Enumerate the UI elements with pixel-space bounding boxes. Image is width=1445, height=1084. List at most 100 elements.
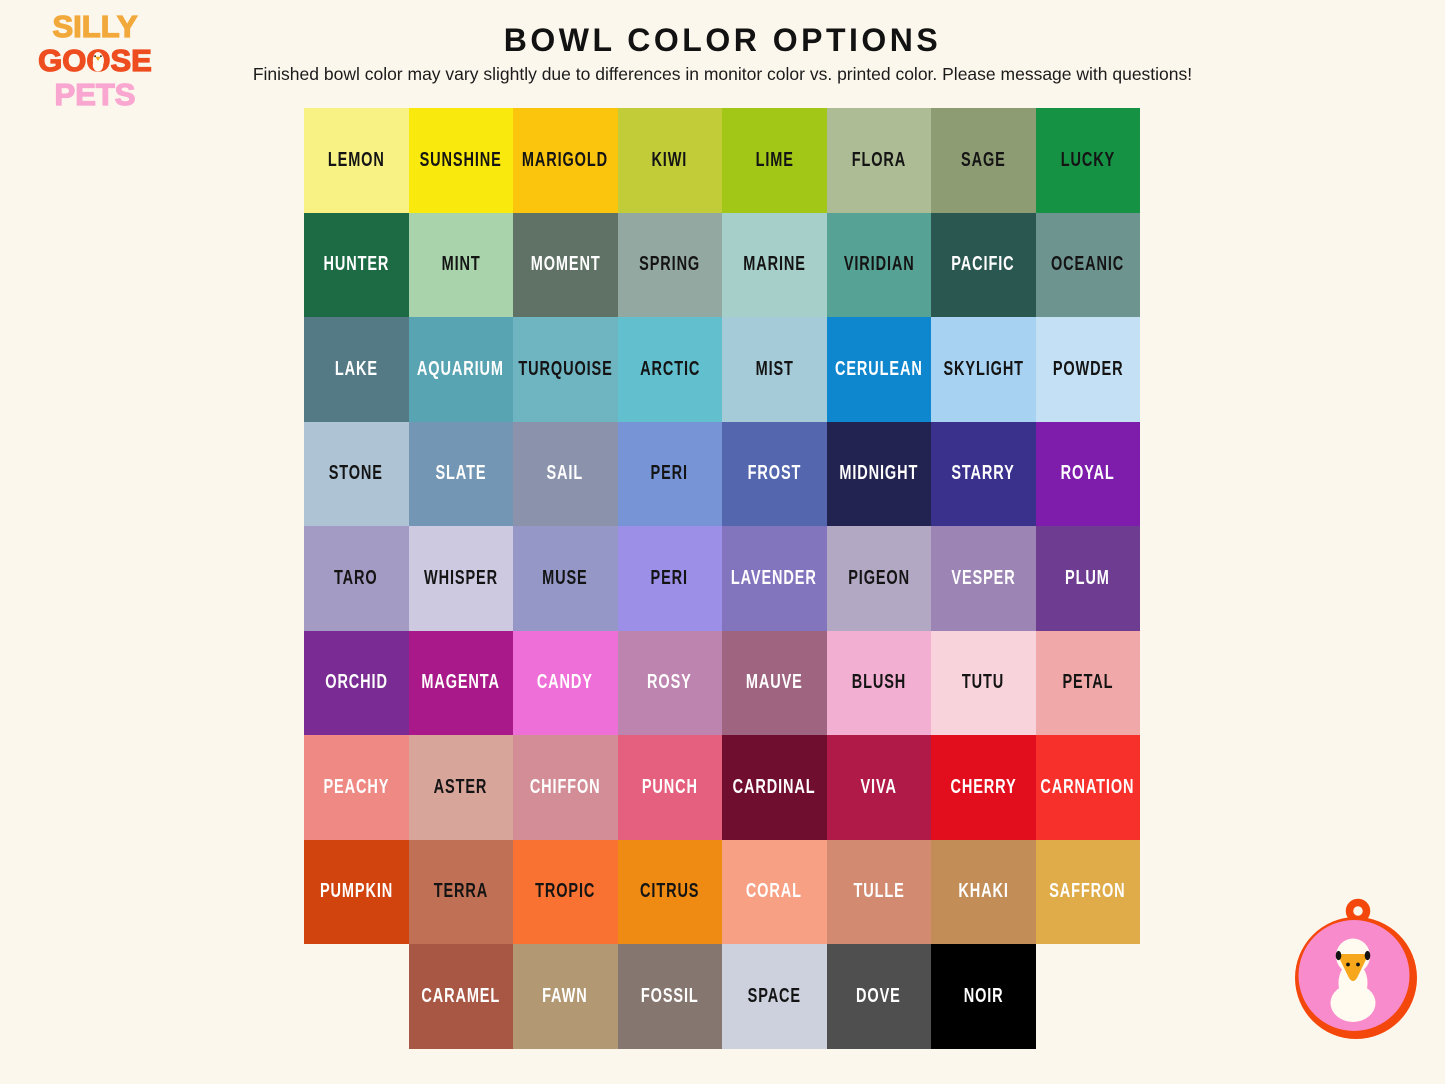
swatch-muse: MUSE [513,526,618,631]
swatch-label: CANDY [537,671,594,694]
swatch-label: TULLE [853,880,905,903]
goose-left-nostril [1346,962,1350,967]
swatch-label: SPRING [639,253,701,276]
swatch-citrus: CITRUS [617,839,722,944]
swatch-label: LUCKY [1060,148,1115,171]
swatch-label: MAGENTA [421,671,500,694]
page-subtitle: Finished bowl color may vary slightly du… [252,64,1193,84]
swatch-label: VESPER [951,566,1016,589]
swatch-caramel: CARAMEL [408,944,513,1049]
swatch-pumpkin: PUMPKIN [304,839,409,944]
goose-left-eye [1335,950,1342,961]
tag-ring-loop [1345,898,1371,924]
swatch-label: ARCTIC [639,357,700,380]
swatch-viva: VIVA [826,735,931,840]
swatch-peri: PERI [617,421,722,526]
swatch-label: STONE [329,462,384,485]
goose-in-o-icon [93,52,104,72]
brand-logo-goose-pre: GO [37,43,87,78]
swatch-fawn: FAWN [513,944,618,1049]
swatch-peri: PERI [617,526,722,631]
brand-logo-goose-o: O [86,43,111,78]
swatch-label: CARNATION [1040,775,1135,798]
swatch-label: TUTU [962,671,1005,694]
swatch-aster: ASTER [408,735,513,840]
swatch-label: SKYLIGHT [943,357,1024,380]
swatch-label: LAVENDER [731,566,818,589]
color-grid: LEMON SUNSHINE MARIGOLD KIWI LIME FLORA SAGE LU… [304,108,1140,1049]
swatch-label: CARAMEL [421,984,501,1007]
swatch-label: FLORA [851,148,906,171]
swatch-pacific: PACIFIC [931,212,1036,317]
swatch-mist: MIST [722,317,827,422]
swatch-label: PUNCH [641,775,698,798]
swatch-whisper: WHISPER [408,526,513,631]
swatch-label: LEMON [327,148,385,171]
swatch-label: PUMPKIN [319,880,393,903]
swatch-label: POWDER [1052,357,1124,380]
swatch-oceanic: OCEANIC [1035,212,1140,317]
swatch-turquoise: TURQUOISE [513,317,618,422]
swatch-khaki: KHAKI [931,839,1036,944]
swatch-label: MARIGOLD [522,148,609,171]
swatch-label: CHERRY [950,775,1017,798]
swatch-label: LIME [755,148,794,171]
swatch-mint: MINT [408,212,513,317]
swatch-lavender: LAVENDER [722,526,827,631]
swatch-royal: ROYAL [1035,421,1140,526]
swatch-moment: MOMENT [513,212,618,317]
swatch-marine: MARINE [722,212,827,317]
swatch-label: ROSY [647,671,693,694]
swatch-label: DOVE [856,984,902,1007]
swatch-label: MUSE [542,566,588,589]
swatch-label: TARO [334,566,379,589]
swatch-space: SPACE [722,944,827,1049]
swatch-label: PERI [651,462,689,485]
brand-logo-goose: GOOSE [28,43,162,78]
brand-logo-pets: PETS [54,77,136,112]
swatch-rosy: ROSY [617,630,722,735]
swatch-label: KIWI [651,148,688,171]
swatch-hunter: HUNTER [304,212,409,317]
swatch-label: MAUVE [745,671,803,694]
swatch-label: MOMENT [530,253,601,276]
swatch-label: PETAL [1062,671,1114,694]
swatch-candy: CANDY [513,630,618,735]
swatch-label: STARRY [951,462,1015,485]
page-title: BOWL COLOR OPTIONS [503,22,942,58]
swatch-carnation: CARNATION [1035,735,1140,840]
swatch-label: MINT [441,253,481,276]
swatch-chiffon: CHIFFON [513,735,618,840]
swatch-stone: STONE [304,421,409,526]
swatch-label: CITRUS [640,880,700,903]
swatch-midnight: MIDNIGHT [826,421,931,526]
swatch-label: PIGEON [847,566,910,589]
swatch-sage: SAGE [931,108,1036,213]
goose-tag-badge [1292,898,1422,1044]
swatch-terra: TERRA [408,839,513,944]
swatch-skylight: SKYLIGHT [931,317,1036,422]
swatch-label: PEACHY [323,775,390,798]
swatch-powder: POWDER [1035,317,1140,422]
swatch-tropic: TROPIC [513,839,618,944]
swatch-petal: PETAL [1035,630,1140,735]
swatch-label: HUNTER [323,253,390,276]
swatch-label: MIST [755,357,794,380]
swatch-sail: SAIL [513,421,618,526]
swatch-label: CARDINAL [732,775,816,798]
swatch-label: FOSSIL [640,984,699,1007]
swatch-sunshine: SUNSHINE [408,108,513,213]
swatch-coral: CORAL [722,839,827,944]
swatch-viridian: VIRIDIAN [826,212,931,317]
swatch-label: PACIFIC [951,253,1015,276]
swatch-label: AQUARIUM [417,357,505,380]
swatch-orchid: ORCHID [304,630,409,735]
swatch-fossil: FOSSIL [617,944,722,1049]
swatch-marigold: MARIGOLD [513,108,618,213]
swatch-label: ORCHID [324,671,388,694]
swatch-lake: LAKE [304,317,409,422]
swatch-cerulean: CERULEAN [826,317,931,422]
swatch-label: SLATE [435,462,487,485]
swatch-aquarium: AQUARIUM [408,317,513,422]
swatch-label: SUNSHINE [419,148,502,171]
